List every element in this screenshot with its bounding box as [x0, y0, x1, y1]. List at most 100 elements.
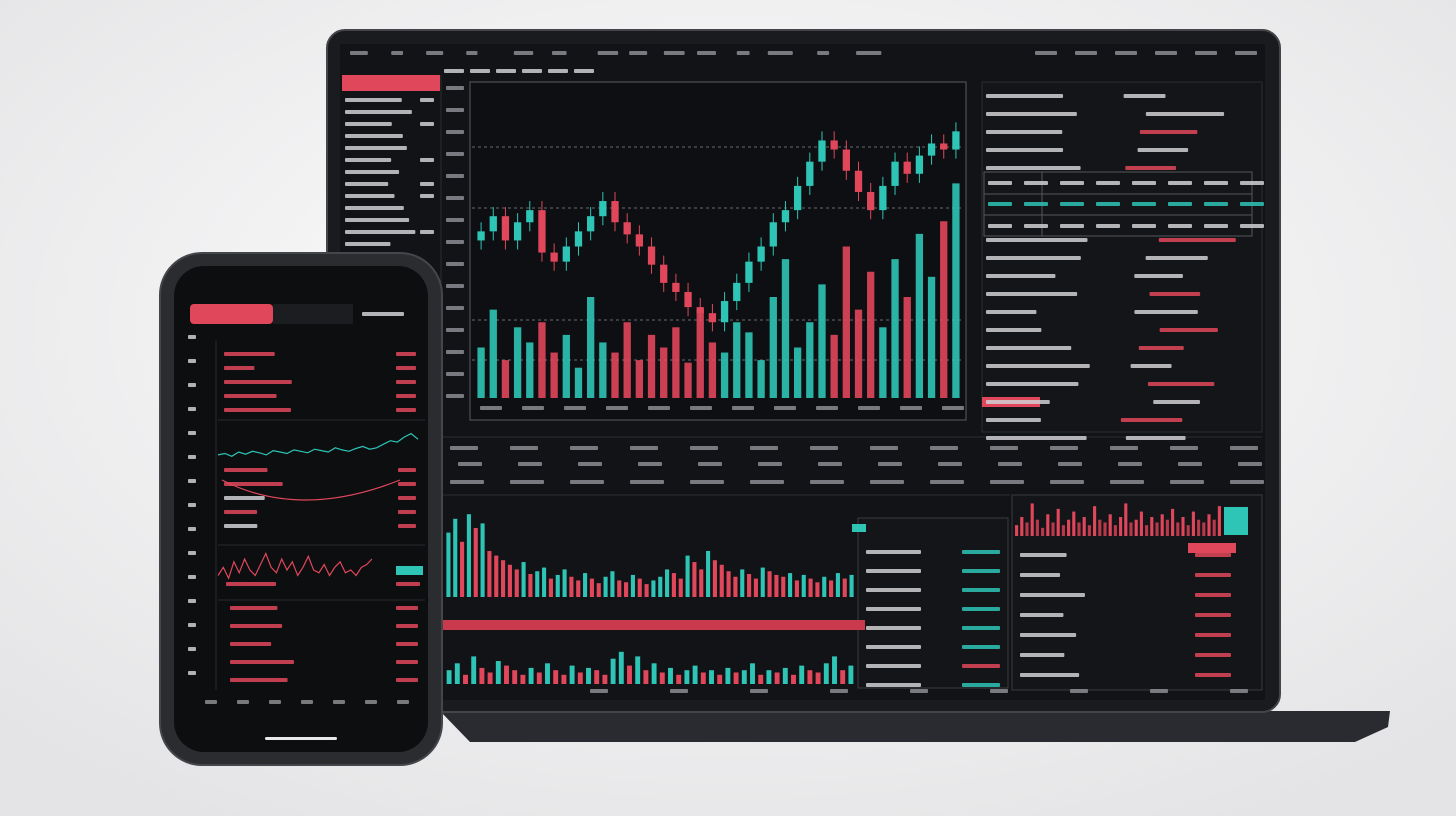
volume-bar: [501, 360, 510, 398]
bar: [466, 514, 471, 597]
bar: [822, 576, 827, 597]
text-placeholder: [1125, 436, 1186, 440]
volume-bar: [550, 352, 558, 398]
phone-tab[interactable]: [273, 304, 353, 324]
bar: [700, 672, 706, 684]
text-placeholder: [1230, 689, 1248, 693]
text-placeholder: [690, 480, 724, 484]
volume-bar: [635, 360, 644, 398]
volume-bar: [562, 334, 570, 398]
text-placeholder: [986, 112, 1077, 116]
text-placeholder: [1134, 274, 1183, 278]
bar: [1035, 519, 1039, 536]
text-placeholder: [470, 69, 490, 73]
text-placeholder: [962, 645, 1000, 649]
text-placeholder: [1020, 613, 1064, 617]
candle-body: [647, 246, 656, 265]
text-placeholder: [333, 700, 345, 704]
text-placeholder: [480, 406, 502, 410]
text-placeholder: [690, 446, 718, 450]
text-placeholder: [224, 366, 255, 370]
text-placeholder: [1115, 51, 1137, 55]
text-placeholder: [690, 406, 712, 410]
text-placeholder: [458, 462, 482, 466]
text-placeholder: [450, 480, 484, 484]
candle-body: [684, 291, 692, 308]
bar: [610, 571, 615, 597]
text-placeholder: [866, 588, 921, 592]
bar: [1165, 519, 1169, 536]
bar: [684, 670, 690, 684]
text-placeholder: [446, 108, 464, 112]
bar: [643, 670, 649, 684]
bar: [576, 580, 581, 597]
candle-body: [501, 216, 510, 241]
text-placeholder: [1195, 593, 1231, 597]
text-placeholder: [988, 202, 1012, 206]
text-placeholder: [962, 569, 1000, 573]
text-placeholder: [1204, 181, 1228, 185]
text-placeholder: [736, 51, 750, 55]
bar: [807, 670, 813, 684]
volume-bar: [879, 327, 887, 398]
text-placeholder: [1132, 224, 1156, 228]
text-placeholder: [597, 51, 619, 55]
text-placeholder: [398, 524, 416, 528]
text-placeholder: [188, 503, 196, 507]
bar: [741, 670, 747, 684]
text-placeholder: [574, 69, 594, 73]
bar: [446, 532, 451, 597]
bar: [589, 578, 594, 597]
bar: [521, 562, 526, 597]
text-placeholder: [962, 683, 1000, 687]
text-placeholder: [466, 51, 478, 55]
bar: [1129, 522, 1133, 536]
text-placeholder: [1024, 224, 1048, 228]
badge: [852, 524, 866, 532]
text-placeholder: [1050, 480, 1084, 484]
bar: [1093, 506, 1097, 536]
bar: [766, 670, 772, 684]
text-placeholder: [396, 408, 416, 412]
volume-bar: [891, 259, 899, 398]
volume-bar: [733, 322, 741, 398]
text-placeholder: [986, 400, 1050, 404]
text-placeholder: [345, 158, 392, 162]
bar: [848, 665, 854, 684]
text-placeholder: [188, 335, 196, 339]
text-placeholder: [1230, 480, 1264, 484]
text-placeholder: [638, 462, 662, 466]
bar: [678, 578, 683, 597]
bar: [479, 667, 485, 684]
text-placeholder: [878, 462, 902, 466]
text-placeholder: [446, 86, 464, 90]
text-placeholder: [420, 182, 434, 186]
text-placeholder: [301, 700, 313, 704]
volume-bar: [793, 347, 802, 398]
text-placeholder: [663, 51, 685, 55]
bar: [610, 658, 616, 684]
candle-body: [733, 282, 741, 302]
text-placeholder: [1024, 181, 1048, 185]
text-placeholder: [224, 524, 258, 528]
home-indicator: [265, 737, 337, 740]
bar: [726, 571, 731, 597]
text-placeholder: [269, 700, 281, 704]
text-placeholder: [1134, 310, 1198, 314]
bar: [1139, 511, 1143, 536]
text-placeholder: [420, 230, 434, 234]
bar: [644, 584, 649, 597]
volume-bar: [489, 309, 497, 398]
text-placeholder: [774, 406, 796, 410]
bar: [1171, 508, 1175, 536]
bar: [627, 665, 632, 684]
text-placeholder: [1132, 202, 1156, 206]
text-placeholder: [230, 624, 283, 628]
text-placeholder: [396, 642, 418, 646]
text-placeholder: [1096, 202, 1120, 206]
bar: [671, 573, 676, 597]
bar: [1176, 522, 1180, 536]
phone-button[interactable]: [190, 304, 273, 324]
text-placeholder: [910, 689, 928, 693]
text-placeholder: [1195, 613, 1231, 617]
